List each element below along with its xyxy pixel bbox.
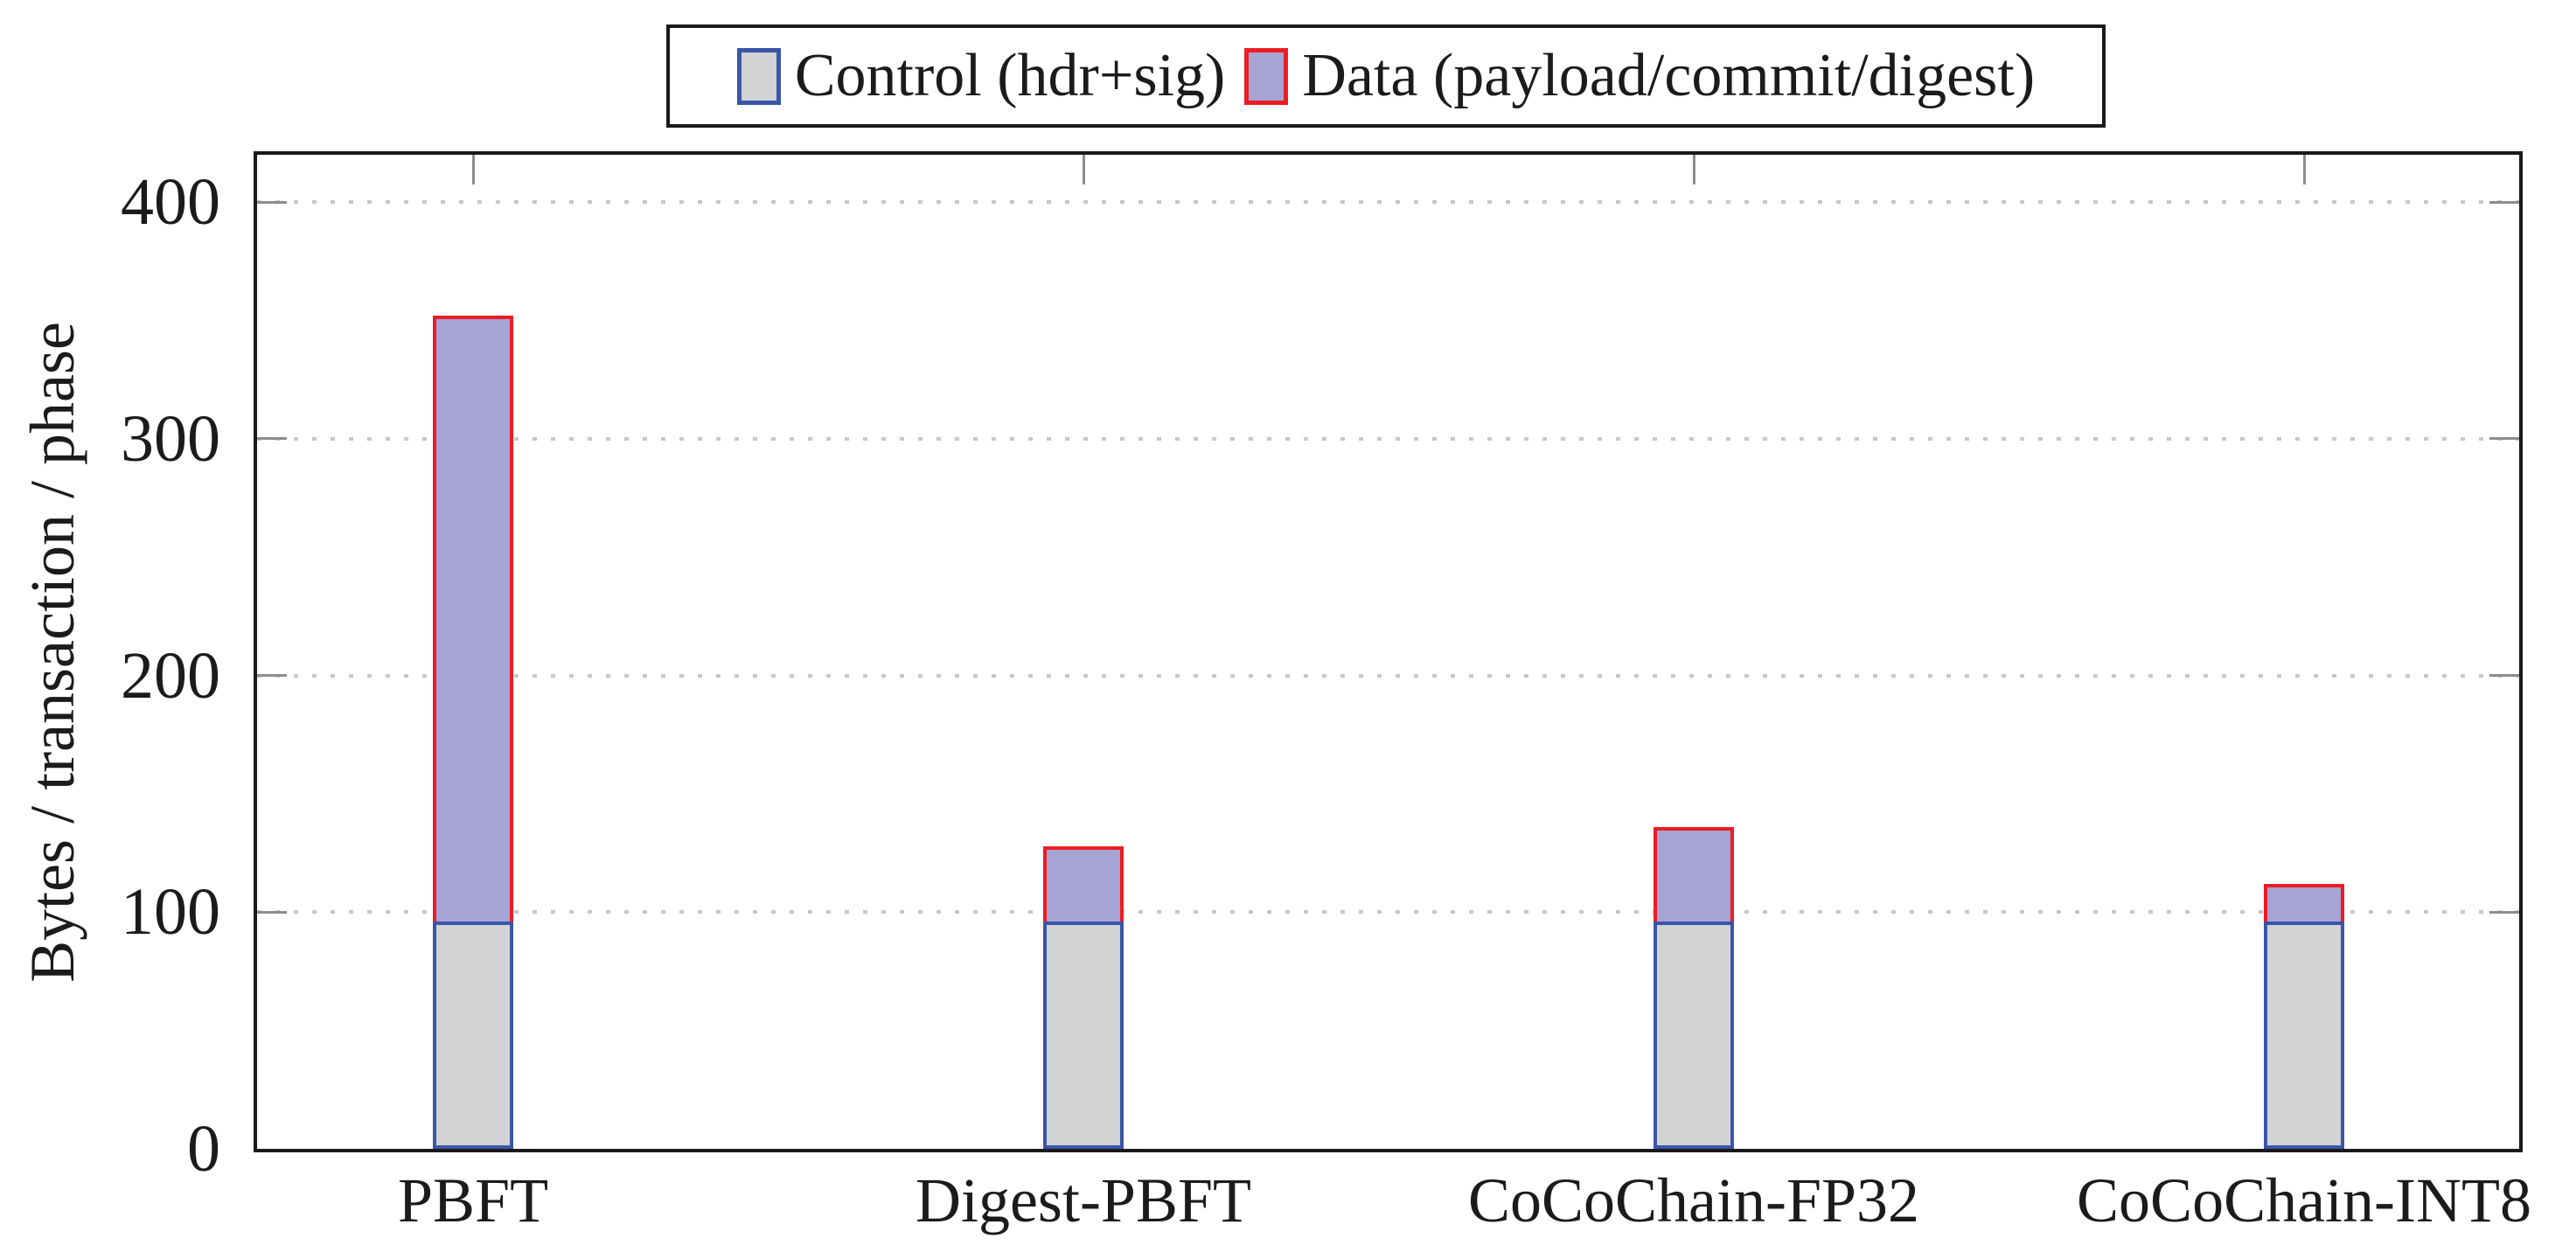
gridline-100 xyxy=(257,910,2519,915)
y-tick-right-200 xyxy=(2489,674,2519,678)
bar-cocochain-fp32-data xyxy=(1654,826,1734,922)
y-tick-label-400: 400 xyxy=(121,165,220,240)
control-swatch-icon xyxy=(736,47,781,105)
y-tick-label-300: 300 xyxy=(121,401,220,476)
legend-item-control: Control (hdr+sig) xyxy=(736,42,1226,109)
bar-digest-pbft-data xyxy=(1043,845,1124,922)
x-tick-top-3 xyxy=(2302,155,2306,184)
y-tick-left-100 xyxy=(257,910,287,914)
bar-cocochain-int8-data xyxy=(2264,883,2344,922)
bar-pbft-data xyxy=(433,316,513,922)
x-tick-label-3: CoCoChain-INT8 xyxy=(2077,1165,2531,1235)
x-tick-label-2: CoCoChain-FP32 xyxy=(1467,1165,1920,1235)
y-tick-right-100 xyxy=(2489,910,2519,914)
legend-item-data: Data (payload/commit/digest) xyxy=(1244,44,2035,108)
legend-box: Control (hdr+sig) Data (payload/commit/d… xyxy=(666,24,2106,128)
gridline-300 xyxy=(257,436,2519,441)
y-tick-right-300 xyxy=(2489,437,2519,441)
y-tick-left-200 xyxy=(257,674,287,678)
bar-pbft-control xyxy=(433,922,513,1149)
plot-area xyxy=(254,151,2523,1152)
y-tick-left-400 xyxy=(257,200,287,204)
x-tick-top-2 xyxy=(1692,155,1695,184)
bar-cocochain-fp32-control xyxy=(1654,922,1734,1149)
y-tick-left-300 xyxy=(257,437,287,441)
y-tick-label-100: 100 xyxy=(121,875,220,949)
gridline-200 xyxy=(257,673,2519,678)
x-tick-label-1: Digest-PBFT xyxy=(915,1165,1252,1235)
y-tick-label-200: 200 xyxy=(121,638,220,713)
gridline-400 xyxy=(257,200,2519,205)
x-tick-top-0 xyxy=(471,155,475,184)
legend-label-control: Control (hdr+sig) xyxy=(794,42,1226,109)
y-tick-label-0: 0 xyxy=(187,1112,220,1186)
legend-label-data: Data (payload/commit/digest) xyxy=(1302,42,2036,109)
x-tick-label-0: PBFT xyxy=(397,1165,549,1235)
bar-digest-pbft-control xyxy=(1043,922,1124,1149)
data-swatch-icon xyxy=(1244,47,1289,105)
x-tick-top-1 xyxy=(1082,155,1085,184)
y-tick-right-400 xyxy=(2489,200,2519,204)
bar-cocochain-int8-control xyxy=(2264,922,2344,1149)
